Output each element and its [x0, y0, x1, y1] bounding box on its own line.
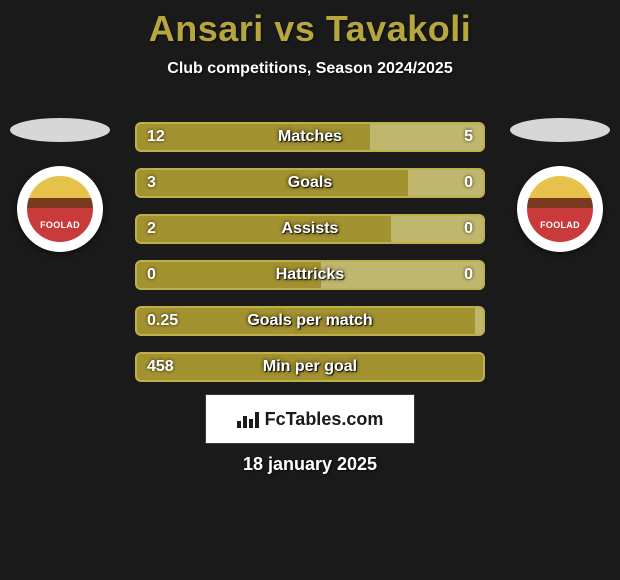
club-crest-right-inner: FOOLAD [527, 176, 593, 242]
player-left-placeholder [10, 118, 110, 142]
player-right-placeholder [510, 118, 610, 142]
crest-text-left: FOOLAD [40, 220, 80, 230]
stat-value-right: 0 [464, 168, 473, 198]
page-subtitle: Club competitions, Season 2024/2025 [0, 60, 620, 78]
stat-value-left: 0.25 [147, 306, 178, 336]
stat-bar-right [321, 260, 486, 290]
date-text: 18 january 2025 [0, 454, 620, 475]
stat-value-right: 0 [464, 214, 473, 244]
player-right-slot: FOOLAD [500, 118, 620, 252]
crest-text-right: FOOLAD [540, 220, 580, 230]
stat-bar-left [135, 214, 391, 244]
crest-stripe-bottom: FOOLAD [527, 208, 593, 242]
brand-text: FcTables.com [265, 409, 384, 430]
stat-row: 458Min per goal [135, 352, 485, 382]
club-crest-left: FOOLAD [17, 166, 103, 252]
comparison-chart: 125Matches30Goals20Assists00Hattricks0.2… [135, 122, 485, 398]
club-crest-left-inner: FOOLAD [27, 176, 93, 242]
crest-stripe-mid [27, 198, 93, 207]
stat-value-right: 5 [464, 122, 473, 152]
stat-value-left: 458 [147, 352, 174, 382]
stat-bar-left [135, 306, 475, 336]
crest-stripe-mid [527, 198, 593, 207]
club-crest-right: FOOLAD [517, 166, 603, 252]
stat-row: 00Hattricks [135, 260, 485, 290]
stat-value-right: 0 [464, 260, 473, 290]
stat-row: 30Goals [135, 168, 485, 198]
stat-row: 0.25Goals per match [135, 306, 485, 336]
bar-chart-icon [237, 410, 259, 428]
page-title: Ansari vs Tavakoli [0, 0, 620, 50]
crest-stripe-bottom: FOOLAD [27, 208, 93, 242]
stat-bar-right [475, 306, 486, 336]
stat-row: 20Assists [135, 214, 485, 244]
stat-value-left: 12 [147, 122, 165, 152]
stat-bar-left [135, 122, 370, 152]
stat-bar-right [408, 168, 485, 198]
stat-value-left: 0 [147, 260, 156, 290]
stat-row: 125Matches [135, 122, 485, 152]
crest-stripe-top [527, 176, 593, 198]
player-left-slot: FOOLAD [0, 118, 120, 252]
crest-stripe-top [27, 176, 93, 198]
stat-bar-left [135, 352, 485, 382]
stat-value-left: 3 [147, 168, 156, 198]
brand-box: FcTables.com [205, 394, 415, 444]
stat-bar-left [135, 260, 321, 290]
stat-bar-left [135, 168, 408, 198]
stat-value-left: 2 [147, 214, 156, 244]
